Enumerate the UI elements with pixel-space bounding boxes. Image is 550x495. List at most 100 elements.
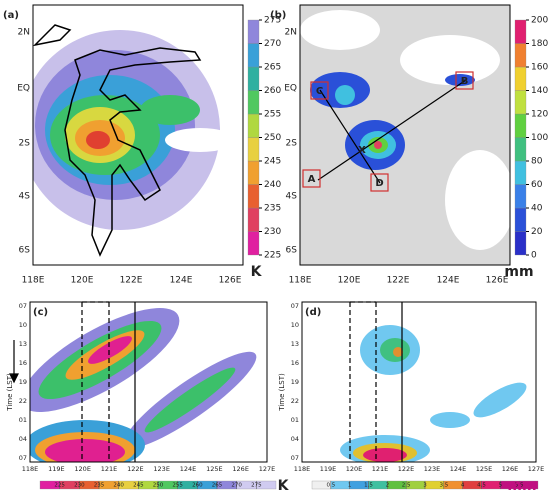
x-tick-label: 126E xyxy=(486,276,509,286)
y-tick-label: 6S xyxy=(286,246,298,256)
colorbar-label: 20 xyxy=(531,227,543,237)
colorbar-segment xyxy=(514,43,527,68)
colorbar-label: 5.5 xyxy=(515,483,524,489)
colorbar-label: 60 xyxy=(531,180,543,190)
colorbar-label: 255 xyxy=(264,110,281,120)
colorbar-label: 80 xyxy=(531,157,543,167)
region-box xyxy=(310,81,329,100)
x-tick-label: 121E xyxy=(372,465,389,473)
colorbar-label: 250 xyxy=(153,483,164,489)
panel-label: (a) xyxy=(3,10,19,21)
x-tick-label: 122E xyxy=(120,276,143,286)
center-label: X xyxy=(358,145,366,156)
colorbar-segment xyxy=(514,66,527,91)
colorbar-segment xyxy=(514,90,527,115)
y-tick-label: 13 xyxy=(291,340,299,348)
x-tick-label: 123E xyxy=(424,465,441,473)
section-line xyxy=(317,79,467,184)
colorbar-label: 4.5 xyxy=(477,483,486,489)
colorbar-label: 1 xyxy=(348,483,352,489)
colorbar-label: 1.5 xyxy=(364,483,373,489)
y-tick-label: 4S xyxy=(19,192,31,202)
region-box xyxy=(302,169,321,188)
colorbar-segment xyxy=(247,90,260,115)
y-axis-label: Time (LST) xyxy=(278,373,286,412)
x-tick-label: 126E xyxy=(219,276,242,286)
panel-label: (c) xyxy=(33,307,48,318)
colorbar-unit: mm xyxy=(504,264,533,280)
colorbar-label: 240 xyxy=(113,483,124,489)
y-axis-label: Time (LST) xyxy=(6,373,14,412)
colorbar-segment xyxy=(247,231,260,256)
x-tick-label: 124E xyxy=(170,276,193,286)
field-c xyxy=(30,302,267,462)
colorbar-label: 0 xyxy=(531,251,537,261)
x-tick-label: 118E xyxy=(294,465,311,473)
x-tick-label: 126E xyxy=(502,465,519,473)
colorbar-unit: mm xyxy=(507,478,536,494)
colorbar-label: 2 xyxy=(386,483,390,489)
colorbar-label: 245 xyxy=(264,157,281,167)
region-label: B xyxy=(461,76,469,87)
y-tick-label: 2N xyxy=(285,28,297,38)
colorbar-segment xyxy=(514,137,527,162)
colorbar-label: 225 xyxy=(54,483,65,489)
colorbar-segment xyxy=(514,231,527,256)
field-d xyxy=(302,302,536,462)
x-tick-label: 123E xyxy=(153,465,170,473)
x-tick-label: 118E xyxy=(22,465,39,473)
colorbar-segment xyxy=(247,43,260,68)
colorbar-label: 40 xyxy=(531,204,543,214)
y-tick-label: 16 xyxy=(291,359,299,367)
colorbar-label: 180 xyxy=(531,39,548,49)
y-tick-label: 2S xyxy=(286,139,298,149)
colorbar-label: 3 xyxy=(423,483,427,489)
colorbar-label: 200 xyxy=(531,16,548,26)
y-tick-label: 04 xyxy=(291,435,299,443)
colorbar-segment xyxy=(247,137,260,162)
colorbar-label: 270 xyxy=(264,39,281,49)
colorbar-segment xyxy=(247,160,260,185)
colorbar-segment xyxy=(514,19,527,44)
x-tick-label: 127E xyxy=(259,465,276,473)
x-tick-label: 121E xyxy=(101,465,118,473)
colorbar-label: 235 xyxy=(94,483,105,489)
x-tick-label: 127E xyxy=(528,465,545,473)
colorbar-label: 250 xyxy=(264,133,281,143)
x-tick-label: 120E xyxy=(74,465,91,473)
field-a xyxy=(33,5,243,265)
y-tick-label: 07 xyxy=(291,454,299,462)
colorbar-segment xyxy=(247,184,260,209)
colorbar-label: 265 xyxy=(264,63,281,73)
region-label: C xyxy=(316,86,323,97)
x-tick-label: 120E xyxy=(71,276,94,286)
y-tick-label: 13 xyxy=(19,340,27,348)
colorbar-label: 0.5 xyxy=(326,483,335,489)
colorbar-label: 230 xyxy=(264,227,281,237)
colorbar-segment xyxy=(247,19,260,44)
colorbar-label: 4 xyxy=(461,483,465,489)
y-tick-label: EQ xyxy=(284,84,297,94)
region-label: A xyxy=(308,174,316,185)
colorbar-label: 235 xyxy=(264,204,281,214)
colorbar-label: 225 xyxy=(264,251,281,261)
colorbar-label: 245 xyxy=(133,483,144,489)
frame xyxy=(29,4,537,463)
colorbar-label: 230 xyxy=(74,483,85,489)
colorbar-label: 270 xyxy=(231,483,242,489)
colorbar-label: 120 xyxy=(531,110,548,120)
colorbar-label: 240 xyxy=(264,180,281,190)
colorbar-segment xyxy=(247,113,260,138)
x-tick-label: 122E xyxy=(387,276,410,286)
panel-label: (b) xyxy=(270,10,286,21)
colorbar-label: 260 xyxy=(192,483,203,489)
y-tick-label: 07 xyxy=(291,302,299,310)
y-tick-label: 19 xyxy=(19,378,27,386)
colorbar-label: 100 xyxy=(531,133,548,143)
x-tick-label: 124E xyxy=(437,276,460,286)
colorbar-segment xyxy=(514,207,527,232)
y-tick-label: 07 xyxy=(19,454,27,462)
y-tick-label: 6S xyxy=(19,246,31,256)
x-tick-label: 125E xyxy=(476,465,493,473)
